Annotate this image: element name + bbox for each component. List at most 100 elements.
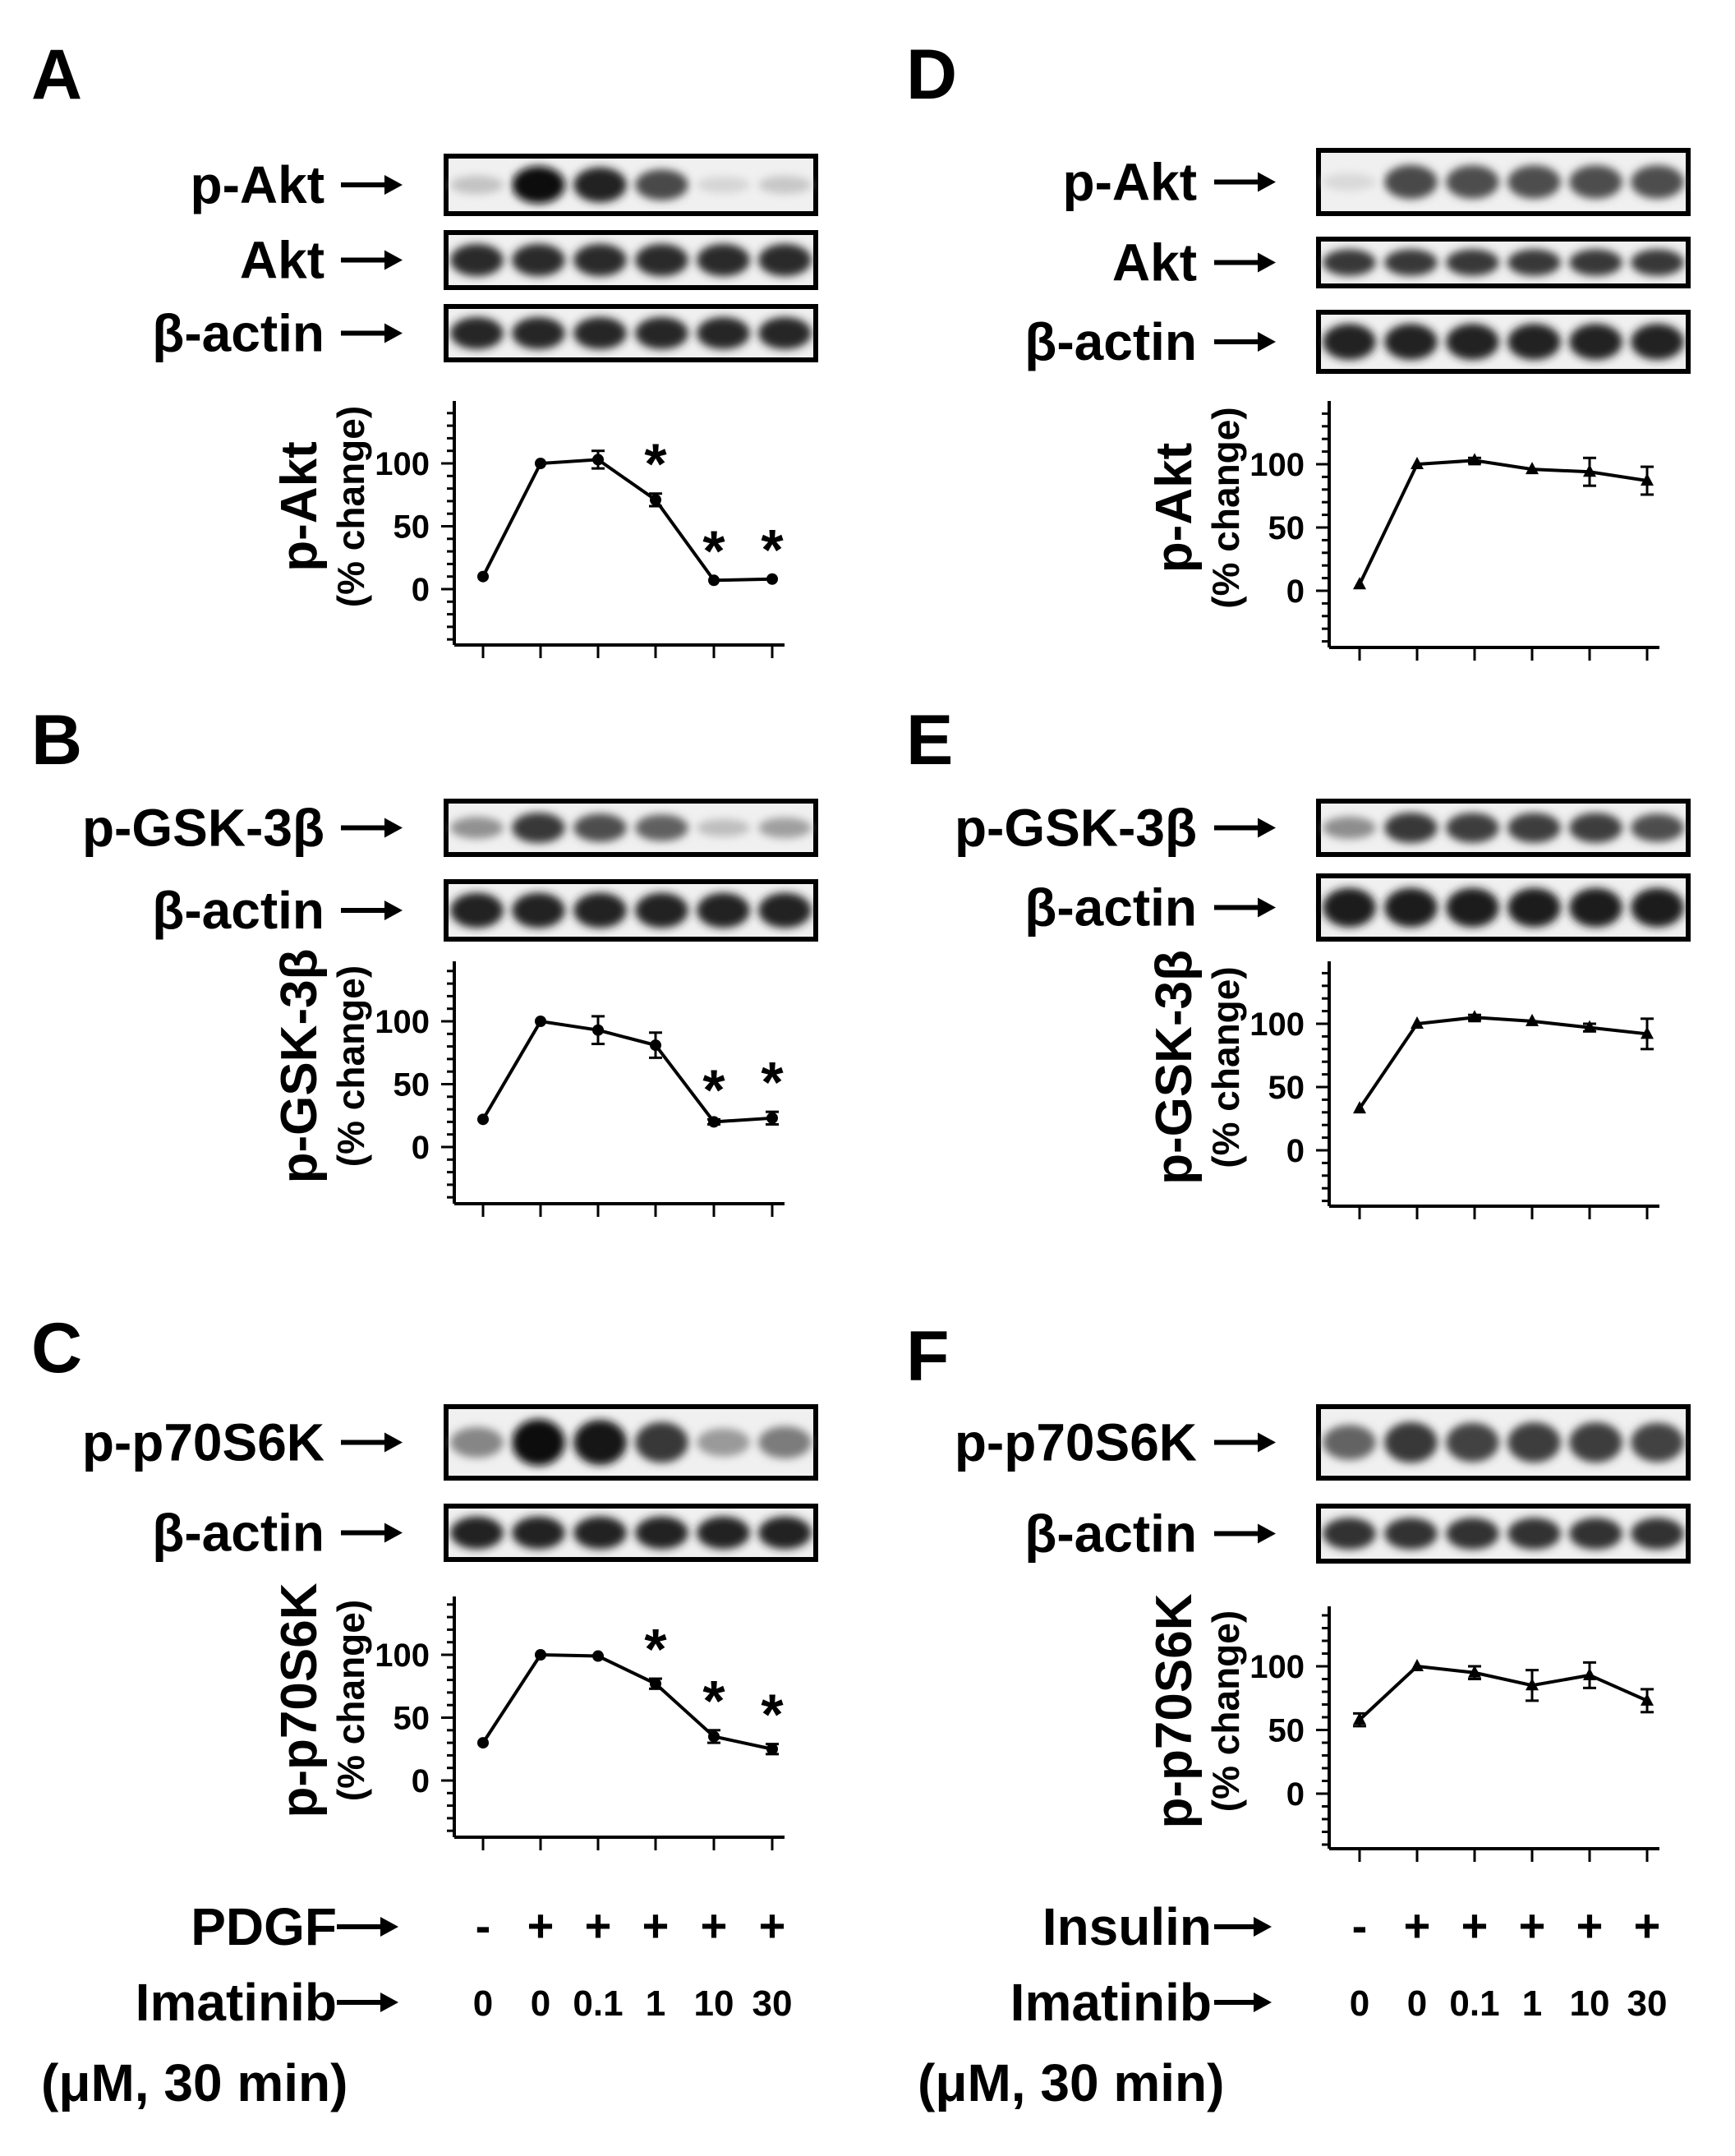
blot-band xyxy=(512,166,565,204)
blot-band xyxy=(450,892,504,928)
blot-band xyxy=(512,892,565,928)
y-tick-label: 0 xyxy=(412,1130,430,1166)
data-point xyxy=(1411,1016,1424,1029)
blot-band xyxy=(697,316,750,350)
data-point xyxy=(1526,462,1539,475)
blot-band xyxy=(1384,1518,1438,1550)
drug-label: Imatinib xyxy=(136,1973,337,2032)
blot-row: β-actin xyxy=(1024,873,1691,942)
blot-band xyxy=(512,316,565,350)
data-point xyxy=(535,458,546,469)
stimulus-mark: - xyxy=(1352,1900,1368,1951)
data-point xyxy=(650,494,661,506)
y-axis-label: p-p70S6K xyxy=(271,1582,328,1817)
blot-band xyxy=(573,813,627,842)
blot-band xyxy=(512,1516,565,1550)
arrow-icon xyxy=(1214,1917,1272,1937)
data-point xyxy=(1411,1659,1424,1671)
data-point xyxy=(1526,1678,1539,1691)
blot-band xyxy=(1507,324,1561,360)
dose-label: 30 xyxy=(1627,1983,1668,2024)
blot-band xyxy=(758,817,812,839)
dose-label: 1 xyxy=(646,1983,665,2024)
dose-label: 0 xyxy=(473,1983,493,2024)
y-tick-label: 50 xyxy=(393,1701,430,1737)
blot-label: β-actin xyxy=(152,881,324,940)
data-point xyxy=(650,1039,661,1052)
blot-frame xyxy=(444,879,818,942)
panel-letter: B xyxy=(31,701,82,780)
blot-frame xyxy=(444,304,818,362)
arrow-icon xyxy=(341,818,403,838)
blot-band xyxy=(1323,816,1376,840)
data-point xyxy=(708,574,720,587)
data-point xyxy=(708,1730,720,1743)
blot-label: p-Akt xyxy=(190,155,324,214)
blot-label: p-GSK-3β xyxy=(955,799,1197,858)
blot-band xyxy=(1323,324,1376,360)
y-axis-label: p-Akt xyxy=(271,441,328,571)
blot-band xyxy=(758,1426,812,1459)
data-point xyxy=(592,1024,604,1036)
blot-band xyxy=(1323,249,1376,276)
blot-frame xyxy=(444,154,818,216)
blot-frame xyxy=(1316,799,1691,857)
y-tick-label: 0 xyxy=(1286,574,1305,610)
data-point xyxy=(766,1112,778,1124)
blot-band xyxy=(1384,1421,1438,1463)
data-point xyxy=(1468,453,1481,466)
data-point xyxy=(650,1678,661,1690)
data-point xyxy=(535,1016,546,1027)
dose-label: 1 xyxy=(1522,1983,1542,2024)
blot-band xyxy=(512,812,565,844)
blot-band xyxy=(573,892,627,928)
blot-row: p-Akt xyxy=(190,154,818,216)
blot-band xyxy=(450,1516,504,1550)
data-point xyxy=(1583,1667,1596,1680)
blot-label: p-Akt xyxy=(1062,153,1197,212)
blot-band xyxy=(1446,813,1499,843)
data-point xyxy=(1411,457,1424,469)
series-line xyxy=(1358,458,1648,586)
blot-band xyxy=(573,243,627,277)
significance-mark: * xyxy=(761,1683,784,1747)
y-tick-label: 0 xyxy=(1286,1133,1305,1169)
y-tick-label: 0 xyxy=(412,572,430,608)
dose-label: 30 xyxy=(752,1983,793,2024)
arrow-icon xyxy=(341,250,403,270)
line-chart: 0 50 100 p-Akt (% change) xyxy=(1146,401,1659,661)
blot-band xyxy=(1384,887,1438,928)
stimulus-mark: - xyxy=(476,1900,491,1951)
blot-band xyxy=(1323,173,1376,191)
dose-label: 0.1 xyxy=(1449,1983,1499,2024)
data-point xyxy=(477,570,489,583)
data-series xyxy=(1353,453,1654,590)
data-point xyxy=(477,1737,489,1749)
blot-bands xyxy=(1323,164,1684,200)
blot-row: Akt xyxy=(240,230,818,290)
blot-band xyxy=(1446,324,1499,360)
line-chart: 0 50 100 p-Akt (% change) * * * xyxy=(271,401,785,658)
dose-label: 0 xyxy=(531,1983,550,2024)
stimulus-mark: + xyxy=(701,1900,728,1951)
blot-bands xyxy=(450,166,812,204)
blot-bands xyxy=(450,243,812,277)
blot-band xyxy=(1631,813,1684,842)
blot-band xyxy=(1384,324,1438,360)
line-chart: 0 50 100 p-GSK-3β (% change) xyxy=(1146,950,1659,1219)
data-point xyxy=(1353,577,1366,590)
blot-label: Akt xyxy=(240,231,324,290)
blot-band xyxy=(758,176,812,194)
stimulus-mark: + xyxy=(759,1900,786,1951)
blot-label: β-actin xyxy=(1024,878,1197,937)
blot-row: β-actin xyxy=(1024,310,1691,374)
arrow-icon xyxy=(341,1432,403,1453)
arrow-icon xyxy=(337,1917,398,1937)
significance-mark: * xyxy=(702,1057,725,1122)
blot-band xyxy=(635,1516,688,1550)
arrow-icon xyxy=(341,323,403,343)
dose-label: 10 xyxy=(694,1983,734,2024)
blot-bands xyxy=(450,1516,812,1550)
